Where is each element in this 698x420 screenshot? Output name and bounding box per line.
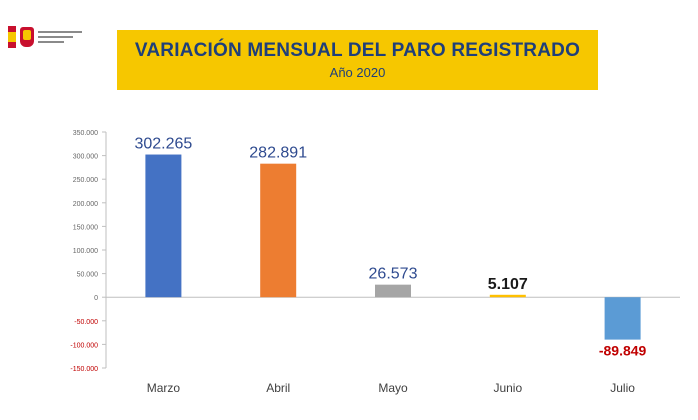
data-label: 282.891 <box>249 145 307 162</box>
bar <box>489 294 526 298</box>
x-category-label: Julio <box>610 381 635 395</box>
y-tick-label: 200.000 <box>73 201 98 208</box>
y-tick-label: -150.000 <box>70 366 98 373</box>
bar <box>145 154 182 298</box>
bar <box>604 297 641 340</box>
y-tick-label: 250.000 <box>73 177 98 184</box>
y-tick-label: 50.000 <box>77 272 99 279</box>
data-label: -89.849 <box>599 343 647 359</box>
y-tick-label: 300.000 <box>73 154 98 161</box>
chart-title: VARIACIÓN MENSUAL DEL PARO REGISTRADO <box>134 40 581 61</box>
x-category-label: Junio <box>493 381 522 395</box>
data-label: 26.573 <box>369 266 418 283</box>
x-category-label: Marzo <box>147 381 181 395</box>
y-tick-label: 350.000 <box>73 130 98 137</box>
title-banner: VARIACIÓN MENSUAL DEL PARO REGISTRADO Añ… <box>117 30 598 90</box>
government-logo <box>8 24 90 50</box>
x-category-label: Abril <box>266 381 290 395</box>
chart-subtitle: Año 2020 <box>329 65 386 80</box>
y-tick-label: -50.000 <box>74 319 98 326</box>
ministry-text-mark <box>38 27 82 47</box>
y-tick-label: 0 <box>94 295 98 302</box>
bar <box>375 284 411 298</box>
data-label: 5.107 <box>488 276 528 293</box>
y-tick-label: -100.000 <box>70 342 98 349</box>
data-label: 302.265 <box>134 136 192 153</box>
y-tick-label: 100.000 <box>73 248 98 255</box>
y-tick-label: 150.000 <box>73 224 98 231</box>
flag-icon <box>8 26 16 48</box>
x-category-label: Mayo <box>378 381 408 395</box>
coat-of-arms-icon <box>20 27 34 47</box>
bar <box>260 163 297 298</box>
